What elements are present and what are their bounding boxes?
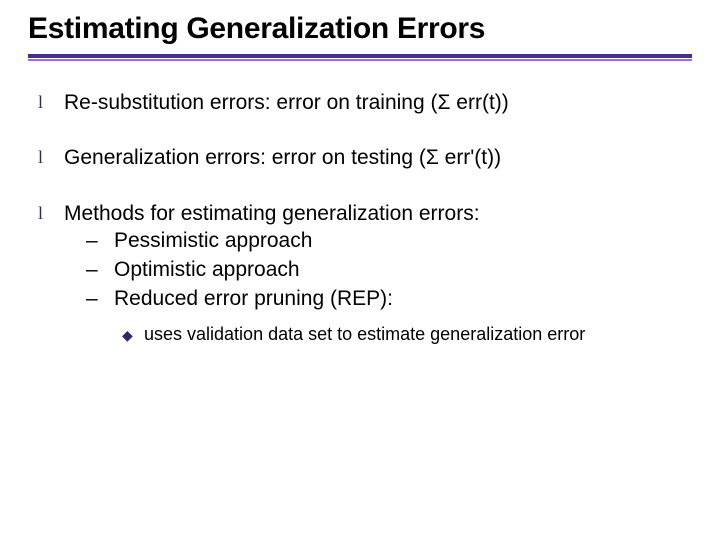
- list-item: – Reduced error pruning (REP):: [86, 285, 692, 312]
- bullet-l3-icon: ◆: [122, 323, 144, 346]
- bullet-l2-icon: –: [86, 285, 114, 312]
- list-item-text: Reduced error pruning (REP):: [114, 285, 692, 312]
- list-item-text: Methods for estimating generalization er…: [64, 200, 692, 227]
- list-item: – Pessimistic approach: [86, 227, 692, 254]
- bullet-l1-icon: l: [38, 200, 64, 225]
- list-item: l Methods for estimating generalization …: [38, 200, 692, 347]
- bullet-l1-icon: l: [38, 89, 64, 114]
- list-item-text: uses validation data set to estimate gen…: [144, 323, 624, 346]
- slide-content: l Re-substitution errors: error on train…: [28, 89, 692, 346]
- list-item: l Re-substitution errors: error on train…: [38, 89, 692, 116]
- list-item: ◆ uses validation data set to estimate g…: [122, 323, 692, 346]
- list-item-text: Optimistic approach: [114, 256, 692, 283]
- list-item: – Optimistic approach: [86, 256, 692, 283]
- list-item-text: Generalization errors: error on testing …: [64, 144, 692, 171]
- list-item-text: Pessimistic approach: [114, 227, 692, 254]
- bullet-l2-icon: –: [86, 227, 114, 254]
- bullet-l2-icon: –: [86, 256, 114, 283]
- title-underline: [28, 54, 692, 61]
- list-item-text: Re-substitution errors: error on trainin…: [64, 89, 692, 116]
- list-item: l Generalization errors: error on testin…: [38, 144, 692, 171]
- bullet-l1-icon: l: [38, 144, 64, 169]
- slide-title: Estimating Generalization Errors: [28, 12, 692, 46]
